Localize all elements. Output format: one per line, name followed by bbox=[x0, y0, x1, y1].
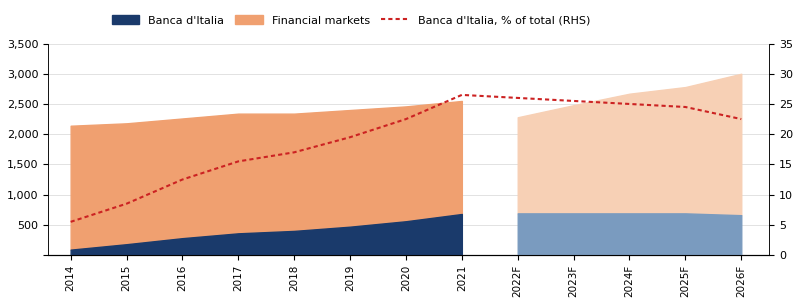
Legend: Banca d'Italia, Financial markets, Banca d'Italia, % of total (RHS): Banca d'Italia, Financial markets, Banca… bbox=[107, 11, 595, 30]
